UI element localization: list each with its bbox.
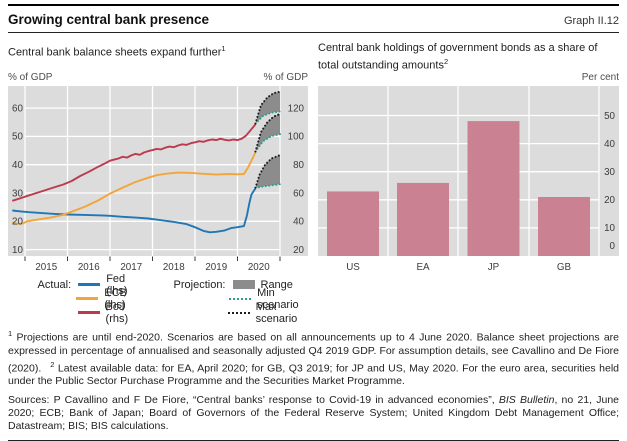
svg-text:2018: 2018	[163, 262, 185, 273]
svg-text:2017: 2017	[120, 262, 142, 273]
footnote-marker-2: 2	[443, 57, 449, 66]
boj-line-swatch	[77, 311, 100, 314]
legend-max-label: Max scenario	[255, 300, 298, 325]
fed-line-swatch	[78, 283, 101, 286]
svg-text:30: 30	[12, 188, 23, 199]
chart-legend: Actual: Fed (lhs) ECB (lhs) BoJ (rhs) Pro…	[8, 273, 316, 325]
bond-holdings-chart: 0 10 20 30 40 50 US EA JP GB	[318, 86, 619, 273]
svg-text:JP: JP	[488, 262, 500, 273]
footnote-2-text: Latest available data: for EA, April 202…	[8, 362, 619, 387]
range-swatch	[232, 280, 255, 289]
sources-italic: BIS Bulletin	[498, 394, 555, 406]
svg-text:20: 20	[12, 217, 23, 228]
title-rule	[8, 32, 619, 33]
min-scenario-swatch	[229, 297, 252, 300]
page-title: Growing central bank presence	[8, 12, 210, 27]
svg-text:60: 60	[293, 188, 304, 199]
left-panel-title: Central bank balance sheets expand furth…	[8, 44, 226, 59]
legend-fed-label: Fed (lhs)	[106, 272, 128, 297]
footnotes: 1 Projections are until end-2020. Scenar…	[8, 329, 620, 387]
svg-text:10: 10	[604, 223, 615, 234]
svg-text:20: 20	[293, 245, 304, 256]
svg-text:50: 50	[604, 111, 615, 122]
legend-projection-label: Projection:	[173, 278, 226, 291]
graph-number: Graph II.12	[563, 15, 619, 27]
ecb-line-swatch	[76, 297, 99, 300]
svg-text:40: 40	[293, 217, 304, 228]
svg-text:US: US	[346, 262, 360, 273]
right-panel: Central bank holdings of government bond…	[318, 42, 619, 319]
svg-text:GB: GB	[557, 262, 572, 273]
legend-min-label: Min scenario	[257, 286, 299, 311]
sources-prefix: Sources: P Cavallino and F De Fiore, “Ce…	[8, 394, 499, 406]
svg-text:100: 100	[288, 132, 305, 143]
unit-label-percent: Per cent	[581, 72, 619, 83]
svg-text:2019: 2019	[205, 262, 227, 273]
svg-text:80: 80	[293, 160, 304, 171]
svg-text:40: 40	[12, 160, 23, 171]
footnote-marker-1: 1	[221, 44, 226, 53]
balance-sheets-chart: 10 20 30 40 50 60 20 40 60 80 100 120 2015 2016 2017 20…	[8, 86, 308, 273]
unit-label-left: % of GDP	[8, 72, 53, 83]
svg-text:40: 40	[604, 139, 615, 150]
legend-actual-label: Actual:	[37, 278, 72, 291]
svg-text:0: 0	[610, 241, 616, 252]
sources-suffix: , no 21, June 2020; ECB; Bank of Japan; …	[8, 394, 620, 432]
left-panel: Central bank balance sheets expand furth…	[8, 42, 308, 325]
svg-text:30: 30	[604, 167, 615, 178]
svg-text:10: 10	[12, 245, 23, 256]
svg-text:120: 120	[288, 103, 305, 114]
right-panel-title: Central bank holdings of government bond…	[318, 42, 598, 72]
svg-text:2020: 2020	[248, 262, 270, 273]
footnote-1-text: Projections are until end-2020. Scenario…	[8, 331, 620, 375]
svg-text:50: 50	[12, 132, 23, 143]
header: Growing central bank presence Graph II.1…	[8, 6, 619, 32]
svg-text:2015: 2015	[35, 262, 57, 273]
legend-range-label: Range	[260, 278, 293, 291]
unit-label-right: % of GDP	[263, 72, 308, 83]
svg-text:20: 20	[604, 195, 615, 206]
svg-text:60: 60	[12, 103, 23, 114]
right-panel-units: Per cent	[318, 72, 619, 84]
legend-boj-label: BoJ (rhs)	[105, 300, 129, 325]
svg-text:2016: 2016	[78, 262, 100, 273]
sources: Sources: P Cavallino and F De Fiore, “Ce…	[8, 394, 619, 433]
svg-text:EA: EA	[416, 262, 430, 273]
top-rule	[8, 4, 619, 6]
left-panel-units: % of GDP % of GDP	[8, 72, 308, 84]
max-scenario-swatch	[227, 311, 250, 314]
legend-ecb-label: ECB (lhs)	[104, 286, 127, 311]
